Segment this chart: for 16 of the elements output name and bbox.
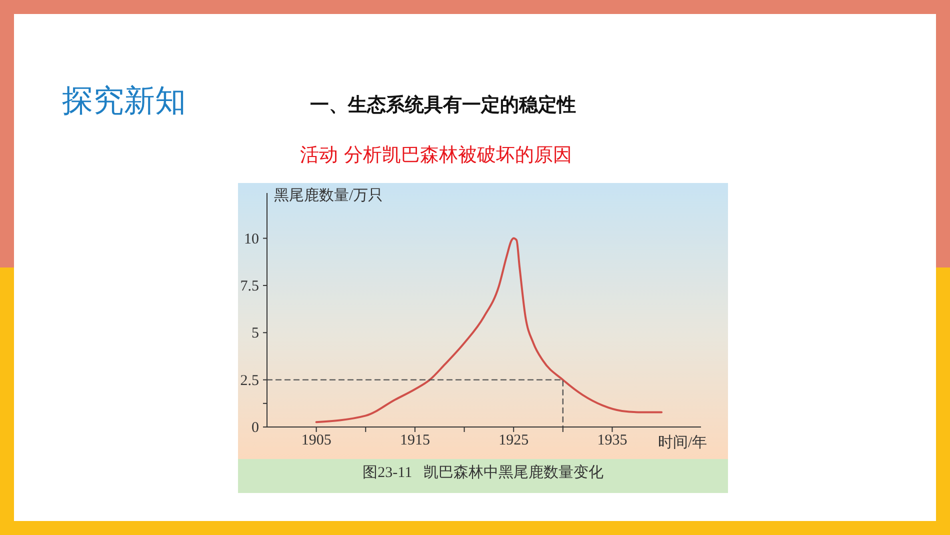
y-axis-title: 黑尾鹿数量/万只	[274, 186, 384, 205]
y-tick-label: 10	[244, 231, 259, 248]
y-tick-label: 5	[252, 326, 259, 342]
text: 探究新知	[62, 82, 186, 121]
x-axis-title: 时间/年	[658, 434, 708, 452]
x-tick-label: 1935	[597, 432, 628, 449]
x-tick-label: 1925	[498, 432, 529, 449]
y-tick-label: 0	[252, 420, 259, 436]
caption: 图23-11 凯巴森林中黑尾鹿数量变化	[362, 464, 604, 482]
x-tick-label: 1905	[301, 432, 332, 449]
chart-subtitle: 活动 分析凯巴森林被破坏的原因	[300, 143, 572, 168]
y-tick-label: 2.5	[240, 372, 259, 389]
x-tick-label: 1915	[400, 432, 430, 449]
y-tick-label: 7.5	[240, 278, 259, 294]
chart-title: 一、生态系统具有一定的稳定性	[310, 93, 576, 118]
line-series	[315, 237, 663, 424]
